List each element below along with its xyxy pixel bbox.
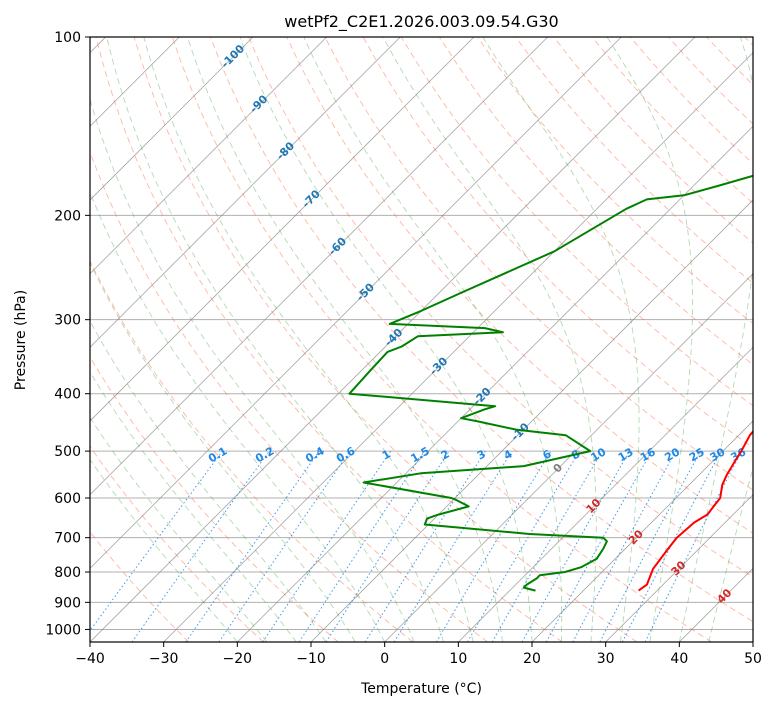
- dry-adiabat: [248, 37, 753, 578]
- dry-adiabat: [133, 37, 638, 642]
- dry-adiabat: [210, 37, 753, 623]
- y-tick-label: 300: [54, 313, 81, 329]
- moist-adiabat: [90, 320, 327, 642]
- mixing-ratio-line: [325, 450, 450, 642]
- isotherm-line: [531, 420, 753, 642]
- x-tick-label: −20: [223, 651, 253, 667]
- moist-adiabat: [187, 37, 503, 642]
- x-axis-title: Temperature (°C): [360, 681, 482, 697]
- isotherm-line: [90, 37, 327, 275]
- moist-adiabat: [606, 37, 694, 642]
- x-tick-label: −10: [296, 651, 326, 667]
- isotherm-line: [605, 494, 753, 642]
- moist-adiabat: [90, 416, 268, 642]
- dry-adiabat: [171, 37, 712, 642]
- moist-adiabat: [239, 37, 533, 642]
- y-tick-label: 400: [54, 387, 81, 403]
- isotherm-line: [90, 37, 254, 201]
- mixing-ratio-line: [393, 450, 513, 642]
- isotherm-line: [458, 346, 753, 642]
- mixing-ratio-line: [185, 450, 320, 642]
- dry-adiabat: [515, 37, 753, 284]
- dewpoint-profile-line: [348, 174, 753, 592]
- x-tick-label: 30: [597, 651, 615, 667]
- y-axis-title: Pressure (hPa): [13, 290, 29, 390]
- isotherm-line: [90, 37, 401, 348]
- dry-adiabat: [90, 259, 414, 642]
- x-tick-label: 40: [670, 651, 688, 667]
- isotherm-line: [384, 273, 753, 642]
- x-tick-label: −30: [149, 651, 179, 667]
- y-tick-label: 800: [54, 565, 81, 581]
- dry-adiabat: [95, 37, 563, 642]
- x-tick-label: 10: [449, 651, 467, 667]
- isotherm-line: [90, 37, 548, 496]
- chart-title: wetPf2_C2E1.2026.003.09.54.G30: [284, 12, 558, 32]
- moist-adiabat: [303, 37, 563, 642]
- y-tick-label: 600: [54, 491, 81, 507]
- mixing-ratio-line: [262, 450, 392, 642]
- moist-adiabat: [143, 37, 474, 642]
- mixing-ratio-line: [298, 450, 425, 642]
- x-tick-label: 50: [744, 651, 762, 667]
- x-tick-label: 0: [380, 651, 389, 667]
- isotherm-line: [90, 37, 696, 642]
- moist-adiabat: [482, 37, 640, 642]
- mixing-ratio-line: [90, 450, 223, 632]
- mixing-ratio-line: [644, 450, 743, 642]
- y-tick-label: 200: [54, 208, 81, 224]
- mixing-ratio-line: [131, 450, 270, 642]
- y-tick-label: 500: [54, 444, 81, 460]
- moist-adiabat: [708, 465, 753, 642]
- x-tick-label: 20: [523, 651, 541, 667]
- moist-adiabat: [382, 37, 597, 642]
- moist-adiabat: [678, 37, 753, 642]
- mixing-ratio-line: [572, 450, 677, 642]
- moist-adiabat: [90, 97, 415, 642]
- moist-adiabat: [90, 261, 356, 642]
- isotherm-line: [90, 37, 475, 422]
- dry-adiabat: [324, 37, 753, 491]
- x-tick-label: −40: [75, 651, 105, 667]
- mixing-ratio-line: [521, 450, 630, 642]
- moist-adiabat: [90, 190, 386, 642]
- y-tick-label: 700: [54, 531, 81, 547]
- y-tick-label: 100: [54, 30, 81, 46]
- mixing-ratio-line: [218, 450, 351, 642]
- dry-adiabat: [286, 37, 753, 534]
- y-tick-label: 1000: [45, 622, 81, 638]
- dry-adiabat: [90, 356, 339, 642]
- moist-adiabat: [106, 37, 445, 642]
- isotherm-line: [237, 125, 753, 642]
- isotherm-line: [310, 199, 753, 642]
- moist-adiabat: [90, 458, 238, 642]
- isotherm-line: [90, 37, 622, 569]
- temperature-profile-line: [638, 429, 753, 592]
- isotherm-line: [163, 52, 753, 642]
- plot-frame: [89, 36, 754, 643]
- y-tick-label: 900: [54, 595, 81, 611]
- moist-adiabat: [90, 371, 297, 642]
- dry-adiabat: [90, 445, 264, 642]
